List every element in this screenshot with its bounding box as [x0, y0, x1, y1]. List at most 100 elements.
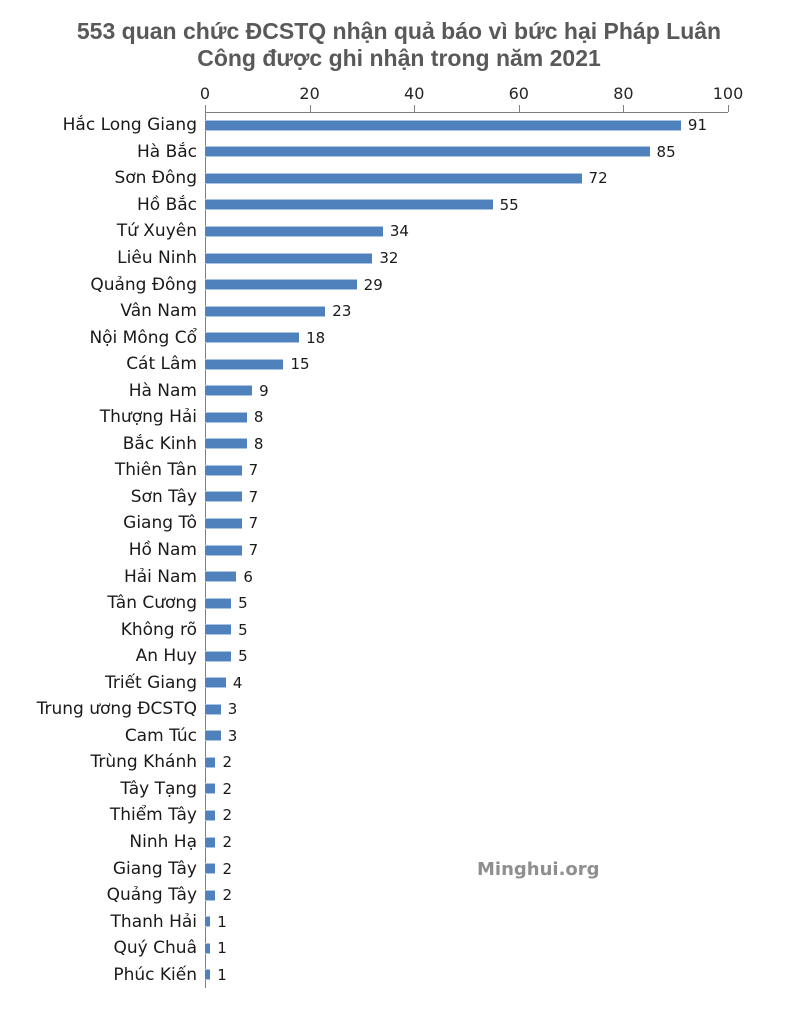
bar-row: Cam Túc 3 [0, 723, 798, 750]
value-label: 6 [243, 567, 253, 586]
bar [205, 305, 326, 317]
bar [205, 544, 242, 556]
chart-title-line-2: Công được ghi nhận trong năm 2021 [197, 45, 601, 71]
bar-track: 55 [205, 192, 728, 219]
value-label: 2 [222, 753, 232, 772]
bar-row: Trung ương ĐCSTQ 3 [0, 696, 798, 723]
bar [205, 969, 211, 981]
value-label: 34 [389, 222, 409, 241]
bar-row: Bắc Kinh 8 [0, 431, 798, 458]
bar-row: Thiên Tân 7 [0, 457, 798, 484]
bar-row: Vân Nam 23 [0, 298, 798, 325]
bar-row: Tây Tạng 2 [0, 776, 798, 803]
value-label: 2 [222, 886, 232, 905]
bar-row: Không rõ 5 [0, 616, 798, 643]
x-tick-label: 80 [613, 84, 634, 103]
bar-row: Hồ Nam 7 [0, 537, 798, 564]
x-tick-mark [518, 105, 520, 112]
bar [205, 332, 300, 344]
x-tick-mark [728, 105, 729, 112]
category-label: Liêu Ninh [117, 248, 197, 268]
bar-track: 7 [205, 537, 728, 564]
bar [205, 624, 232, 636]
bar-row: Quảng Đông 29 [0, 271, 798, 298]
bar-row: Thanh Hải 1 [0, 908, 798, 935]
bar [205, 464, 242, 476]
bar [205, 863, 216, 875]
bar-track: 4 [205, 669, 728, 696]
bar-row: Liêu Ninh 32 [0, 245, 798, 272]
bar-track: 34 [205, 218, 728, 245]
category-label: Thanh Hải [110, 911, 197, 932]
bar-row: Cát Lâm 15 [0, 351, 798, 378]
bar-track: 15 [205, 351, 728, 378]
category-label: Quảng Đông [90, 274, 197, 295]
category-label: Hải Nam [123, 566, 197, 587]
bar-row: Nội Mông Cổ 18 [0, 324, 798, 351]
value-label: 2 [222, 806, 232, 825]
bar-track: 2 [205, 855, 728, 882]
bar [205, 889, 216, 901]
bar-row: Hắc Long Giang 91 [0, 112, 798, 139]
x-axis-tick-marks [205, 105, 729, 112]
value-label: 32 [379, 249, 399, 267]
bar [205, 279, 357, 291]
bar-row: Phúc Kiến 1 [0, 962, 798, 989]
bar [205, 783, 216, 795]
bar-row: An Huy 5 [0, 643, 798, 670]
category-label: Giang Tây [112, 858, 197, 879]
bar-track: 2 [205, 749, 728, 776]
x-tick-mark [414, 105, 416, 112]
bar-track: 7 [205, 510, 728, 537]
category-label: Trùng Khánh [90, 752, 197, 773]
bar [205, 119, 681, 131]
value-label: 55 [499, 195, 519, 214]
bar-track: 1 [205, 908, 728, 935]
value-label: 29 [363, 275, 383, 294]
bar [205, 650, 232, 662]
category-label: Phúc Kiến [113, 964, 197, 985]
bar-row: Thiểm Tây 2 [0, 802, 798, 829]
value-label: 7 [248, 514, 259, 533]
category-label: Hà Nam [128, 380, 197, 401]
x-tick-mark [309, 105, 311, 112]
bar [205, 172, 582, 184]
value-label: 5 [238, 594, 248, 613]
value-label: 7 [248, 487, 259, 506]
value-label: 1 [217, 965, 227, 984]
bar-track: 85 [205, 139, 728, 166]
chart-title-line-1: 553 quan chức ĐCSTQ nhận quả báo vì bức … [76, 18, 722, 44]
bar [205, 836, 216, 848]
category-label: Giang Tô [123, 513, 197, 534]
category-label: Thiểm Tây [109, 805, 197, 826]
bar-track: 7 [205, 457, 728, 484]
bar-track: 8 [205, 431, 728, 458]
bar-track: 29 [205, 271, 728, 298]
value-label: 3 [227, 700, 238, 719]
bar-track: 23 [205, 298, 728, 325]
category-label: An Huy [135, 646, 197, 667]
value-label: 23 [332, 302, 352, 321]
x-tick-label: 60 [508, 84, 529, 103]
value-label: 5 [238, 620, 248, 639]
value-label: 8 [253, 408, 264, 427]
bar [205, 385, 253, 397]
category-label: Bắc Kinh [122, 433, 197, 454]
bar-track: 5 [205, 643, 728, 670]
bar [205, 438, 247, 450]
bar-row: Giang Tây 2 [0, 855, 798, 882]
bar-row: Hà Bắc 85 [0, 139, 798, 166]
value-label: 7 [248, 541, 259, 560]
bar [205, 809, 216, 821]
value-label: 85 [656, 142, 676, 161]
value-label: 1 [217, 939, 227, 958]
category-label: Quảng Tây [106, 885, 197, 906]
x-tick-label: 100 [712, 84, 744, 103]
category-label: Sơn Đông [114, 168, 197, 189]
bar-rows: Hắc Long Giang 91 Hà Bắc 85 Sơn Đông 72 Hồ Bắc… [0, 112, 798, 988]
bar [205, 571, 237, 583]
bar-track: 72 [205, 165, 728, 192]
bar [205, 703, 221, 715]
bar-track: 2 [205, 776, 728, 803]
